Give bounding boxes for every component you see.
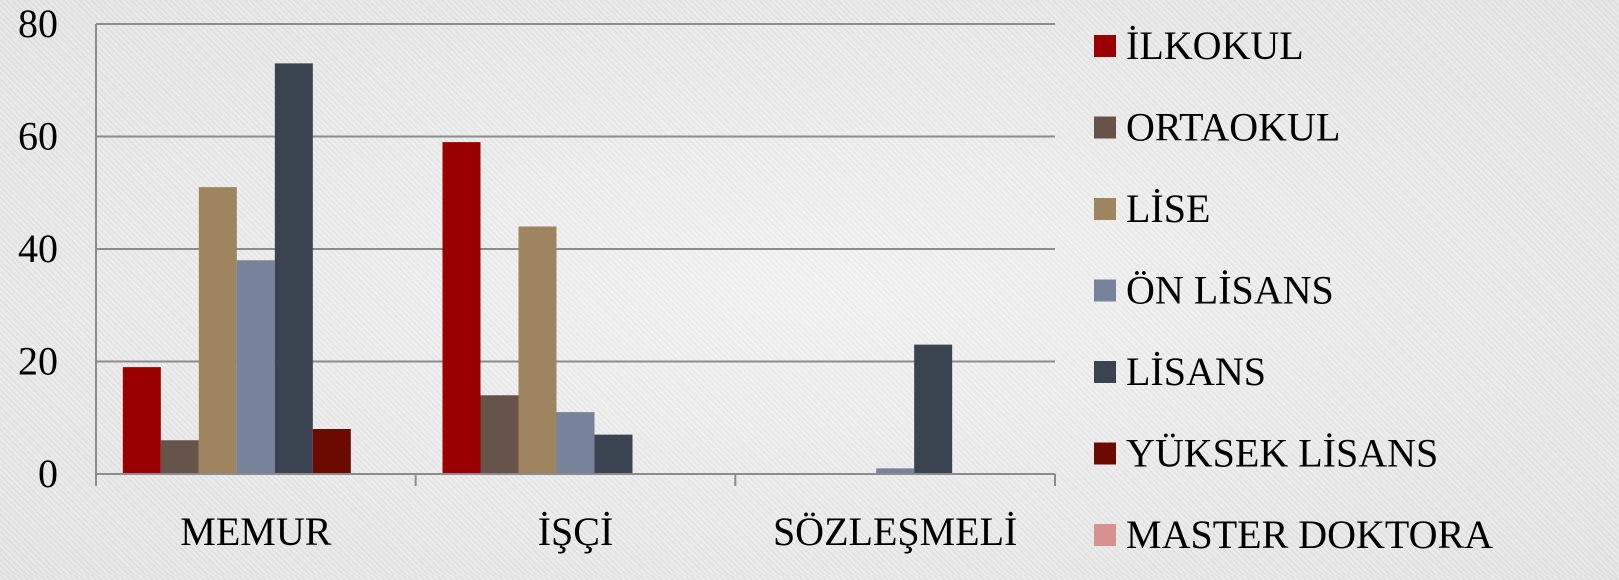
bar-1-3 bbox=[556, 412, 595, 474]
x-category-label-0: MEMUR bbox=[180, 509, 331, 554]
y-tick-label-0: 0 bbox=[38, 451, 58, 496]
legend-swatch-3 bbox=[1094, 279, 1116, 302]
legend-swatch-0 bbox=[1094, 35, 1116, 57]
bar-1-0 bbox=[442, 142, 481, 474]
axes bbox=[95, 24, 1056, 486]
bar-1-4 bbox=[594, 434, 633, 474]
legend: İLKOKUL ORTAOKUL LİSE ÖN LİSANS LİSANS YÜKSEK… bbox=[1094, 23, 1493, 557]
bar-2-3 bbox=[876, 468, 915, 474]
y-tick-label-40: 40 bbox=[18, 226, 58, 271]
bar-0-0 bbox=[122, 367, 161, 474]
bar-0-5 bbox=[312, 429, 351, 474]
legend-swatch-5 bbox=[1094, 442, 1116, 465]
legend-label-3: ÖN LİSANS bbox=[1126, 268, 1334, 313]
gridlines bbox=[96, 23, 1055, 363]
y-tick-label-80: 80 bbox=[18, 1, 58, 46]
legend-swatch-6 bbox=[1094, 524, 1116, 546]
bar-1-1 bbox=[480, 395, 519, 474]
y-tick-label-20: 20 bbox=[18, 339, 58, 384]
legend-swatch-1 bbox=[1094, 116, 1116, 139]
bars bbox=[122, 63, 953, 474]
legend-label-1: ORTAOKUL bbox=[1126, 105, 1340, 150]
legend-label-0: İLKOKUL bbox=[1126, 23, 1304, 68]
bar-0-2 bbox=[198, 187, 237, 474]
bar-0-4 bbox=[274, 63, 313, 474]
legend-label-6: MASTER DOKTORA bbox=[1126, 512, 1493, 557]
bar-1-2 bbox=[518, 226, 557, 474]
bar-0-1 bbox=[160, 440, 199, 474]
legend-label-2: LİSE bbox=[1126, 186, 1210, 231]
axis-labels: 0 20 40 60 80 MEMUR İŞÇİ SÖZLEŞMELİ bbox=[18, 1, 1017, 554]
legend-swatch-4 bbox=[1094, 361, 1116, 383]
y-tick-label-60: 60 bbox=[18, 114, 58, 159]
x-category-label-1: İŞÇİ bbox=[538, 509, 614, 554]
bar-2-4 bbox=[914, 344, 953, 474]
bar-0-3 bbox=[236, 260, 275, 474]
legend-label-5: YÜKSEK LİSANS bbox=[1126, 431, 1438, 476]
legend-label-4: LİSANS bbox=[1126, 349, 1266, 394]
legend-swatch-2 bbox=[1094, 198, 1116, 220]
x-category-label-2: SÖZLEŞMELİ bbox=[773, 509, 1017, 554]
